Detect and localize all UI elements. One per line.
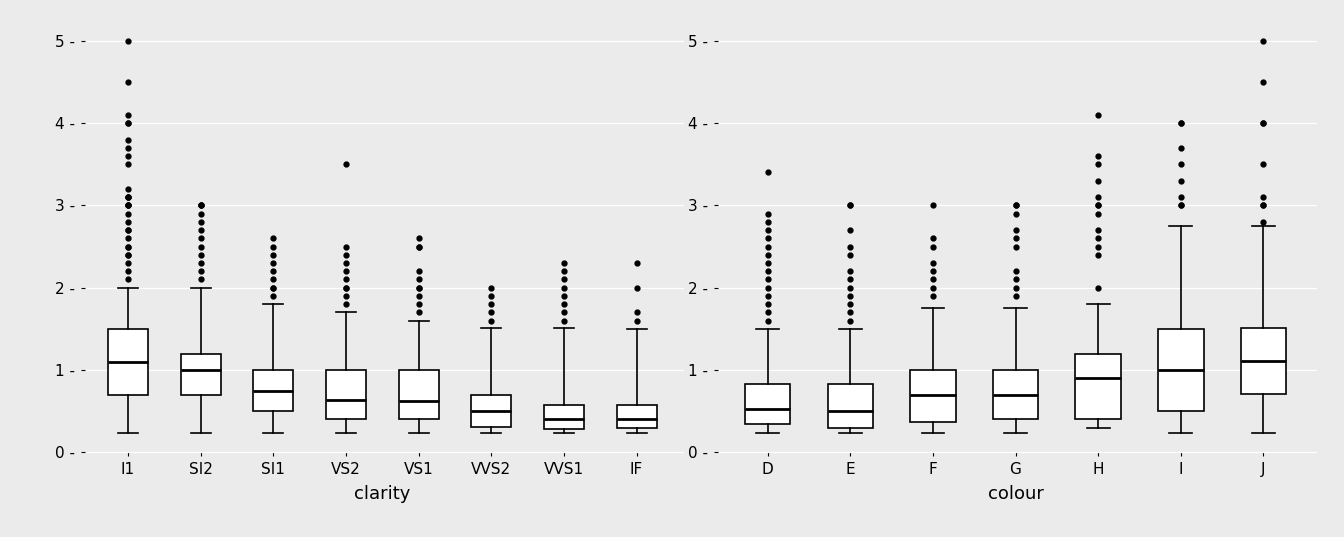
X-axis label: clarity: clarity	[353, 485, 410, 503]
PathPatch shape	[544, 405, 583, 429]
PathPatch shape	[1159, 329, 1203, 411]
PathPatch shape	[325, 370, 366, 419]
X-axis label: colour: colour	[988, 485, 1043, 503]
PathPatch shape	[108, 329, 148, 395]
PathPatch shape	[253, 370, 293, 411]
PathPatch shape	[617, 405, 657, 427]
PathPatch shape	[472, 395, 511, 427]
PathPatch shape	[1075, 353, 1121, 419]
PathPatch shape	[745, 384, 790, 424]
PathPatch shape	[828, 384, 874, 427]
PathPatch shape	[399, 370, 438, 419]
PathPatch shape	[993, 370, 1039, 419]
PathPatch shape	[1241, 328, 1286, 394]
PathPatch shape	[180, 353, 220, 395]
PathPatch shape	[910, 370, 956, 422]
